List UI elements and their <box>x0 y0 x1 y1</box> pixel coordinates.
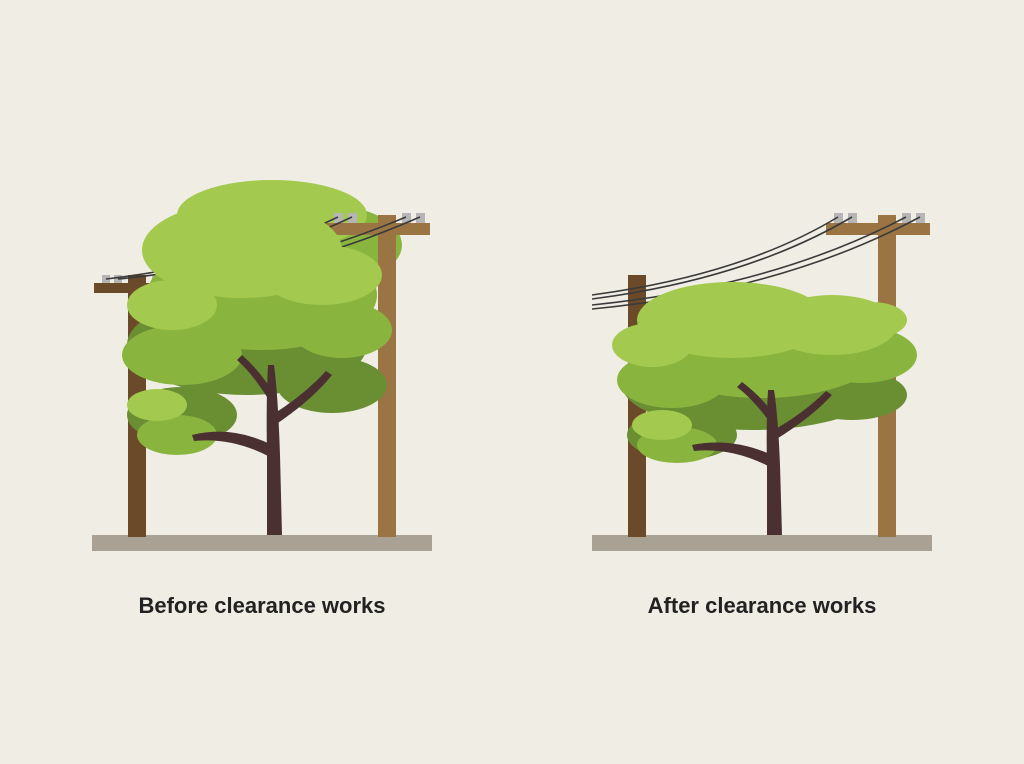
panel-after: After clearance works <box>572 145 952 619</box>
panel-before: Before clearance works <box>72 145 452 619</box>
caption-before: Before clearance works <box>138 593 385 619</box>
scene-before <box>72 145 452 565</box>
scene-after <box>572 145 952 565</box>
caption-after: After clearance works <box>648 593 877 619</box>
